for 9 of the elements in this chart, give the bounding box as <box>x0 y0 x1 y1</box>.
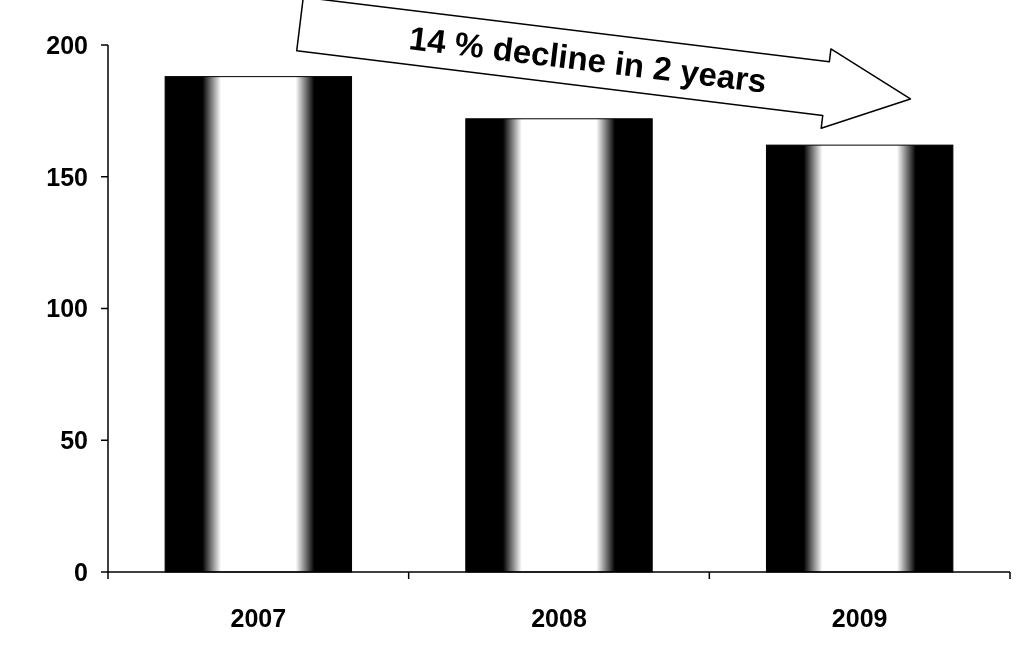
y-tick-label: 100 <box>46 294 88 323</box>
x-tick-label: 2009 <box>831 604 888 632</box>
x-tick-label: 2007 <box>230 604 287 632</box>
y-tick-label: 50 <box>60 426 88 454</box>
y-tick-label: 200 <box>46 30 88 59</box>
y-tick-label: 150 <box>46 162 88 191</box>
y-tick-label: 0 <box>74 557 88 586</box>
annotation: 14 % decline in 2 years <box>407 19 769 100</box>
x-tick-label: 2008 <box>531 604 587 632</box>
